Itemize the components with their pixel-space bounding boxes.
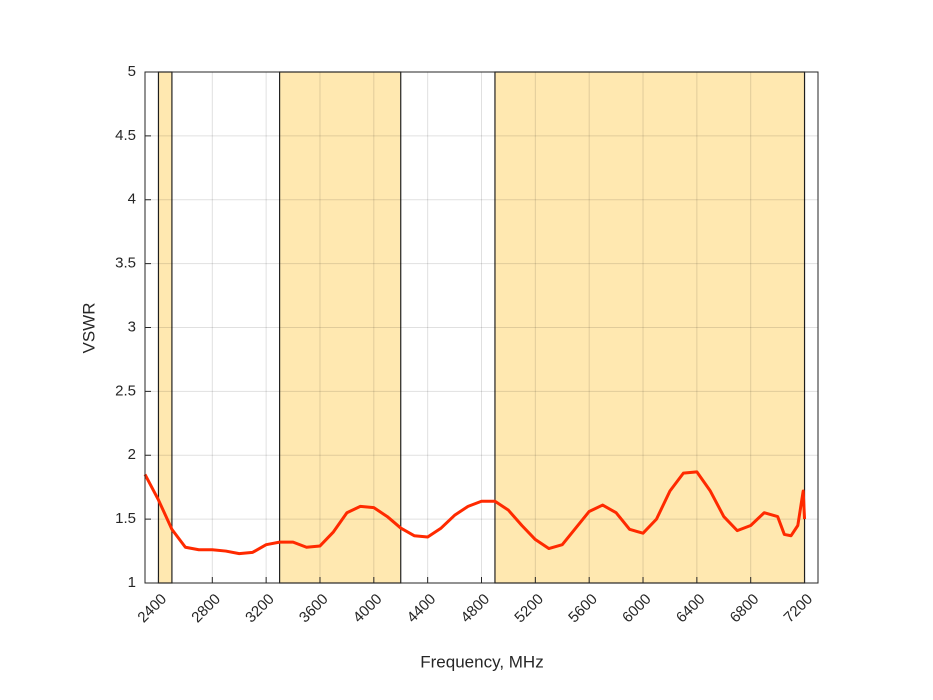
y-tick-label: 4	[128, 191, 136, 208]
x-tick-label: 2800	[188, 591, 224, 627]
x-tick-label: 6000	[619, 591, 655, 627]
y-tick-label: 1	[128, 574, 136, 591]
vswr-line	[143, 470, 807, 556]
x-tick-label: 6400	[673, 591, 709, 627]
x-tick-label: 4000	[350, 591, 386, 627]
x-tick-label: 7200	[781, 591, 817, 627]
y-tick-label: 1.5	[115, 510, 136, 527]
x-tick-label: 5200	[511, 591, 547, 627]
y-tick-label: 4.5	[115, 127, 136, 144]
x-tick-label: 5600	[565, 591, 601, 627]
x-tick-label: 4400	[404, 591, 440, 627]
plot-frame	[144, 71, 819, 584]
x-tick-label: 3200	[242, 591, 278, 627]
band	[494, 71, 806, 584]
x-tick-label: 2400	[134, 591, 170, 627]
y-tick-label: 3	[128, 318, 136, 335]
x-axis-label: Frequency, MHz	[420, 652, 543, 671]
y-tick-label: 2.5	[115, 382, 136, 399]
y-tick-label: 2	[128, 446, 136, 463]
y-tick-label: 3.5	[115, 255, 136, 272]
y-axis-label: VSWR	[79, 303, 98, 354]
x-tick-label: 3600	[296, 591, 332, 627]
y-tick-label: 5	[128, 63, 136, 80]
x-tick-label: 6800	[727, 591, 763, 627]
x-tick-label: 4800	[458, 591, 494, 627]
